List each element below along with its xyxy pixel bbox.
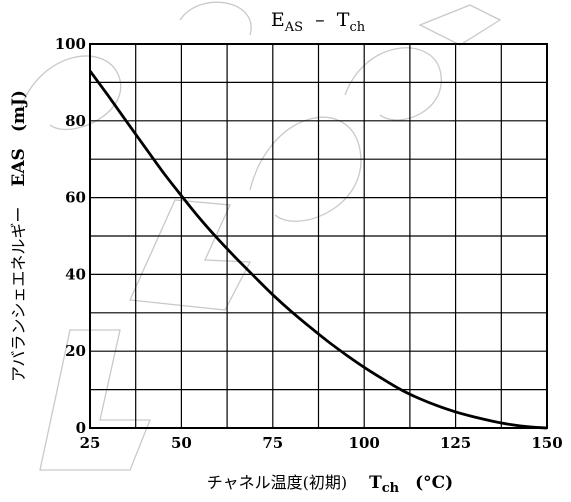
watermark-stroke-4: [344, 47, 442, 121]
y-axis-symbol: EAS: [9, 148, 29, 186]
curve-point: [253, 276, 256, 278]
watermark-stroke-2: [129, 199, 252, 311]
x-axis-label: チャネル温度(初期) Tch (°C): [207, 473, 453, 496]
x-axis-symbol: T: [369, 473, 382, 493]
watermark-stroke-1: [39, 329, 151, 471]
title-separator: –: [303, 9, 337, 31]
x-axis-symbol-sub: ch: [382, 481, 400, 496]
watermark-stroke-7: [179, 1, 252, 36]
curve-point: [546, 427, 548, 429]
eas-curve: [88, 70, 548, 430]
curve-point: [235, 257, 237, 259]
watermark-stroke-3: [249, 116, 362, 222]
curve-point: [162, 171, 164, 173]
y-axis-label: アバランシェエネルギー EAS (mJ): [9, 90, 29, 382]
x-axis-label-text: チャネル温度(初期): [207, 473, 347, 492]
curve-point: [363, 366, 365, 368]
curve-point: [528, 426, 530, 428]
curve-point: [125, 120, 128, 123]
y-tick-labels: 0 20 40 60 80 100: [55, 35, 86, 437]
title-t: T: [337, 9, 350, 31]
y-tick-label: 60: [65, 189, 86, 207]
watermark-stroke-5: [418, 4, 502, 46]
curve-point: [455, 411, 457, 413]
x-tick-label: 25: [80, 434, 101, 452]
grid: [90, 44, 547, 428]
curve-point: [436, 405, 438, 407]
plot-frame: [89, 43, 548, 429]
x-tick-label: 50: [171, 434, 192, 452]
curve-point: [308, 326, 310, 328]
curve-point: [381, 378, 384, 380]
x-tick-label: 150: [531, 434, 562, 452]
y-tick-label: 0: [76, 419, 86, 437]
curve-points: [89, 70, 548, 429]
curve-point: [107, 95, 109, 97]
curve-point: [345, 354, 347, 356]
curve-point: [199, 217, 201, 219]
y-tick-label: 100: [55, 35, 86, 53]
curve-point: [473, 416, 475, 418]
x-tick-labels: 25 50 75 100 125 150: [80, 434, 563, 452]
y-tick-label: 80: [65, 112, 86, 130]
chart-title: EAS – Tch: [271, 9, 366, 35]
x-tick-label: 75: [262, 434, 283, 452]
watermark: [19, 1, 502, 471]
y-tick-label: 20: [65, 342, 86, 360]
curve-point: [217, 238, 219, 240]
x-tick-label: 125: [440, 434, 471, 452]
curve-point: [180, 195, 182, 197]
curve-point: [418, 397, 420, 400]
curve-point: [327, 340, 329, 342]
curve-point: [290, 310, 292, 312]
curve-point: [400, 389, 402, 391]
curve-point: [509, 423, 512, 426]
curve-point: [144, 146, 146, 148]
x-axis-unit: (°C): [415, 473, 453, 493]
curve-point: [89, 70, 91, 72]
y-axis-label-text: アバランシェエネルギー: [9, 207, 28, 382]
title-e: E: [271, 9, 285, 31]
curve-point: [491, 420, 493, 422]
watermark-stroke-6: [19, 55, 122, 130]
y-tick-label: 40: [65, 265, 86, 283]
y-axis-unit: (mJ): [9, 90, 29, 132]
title-ch: ch: [349, 20, 365, 35]
curve-point: [272, 294, 274, 296]
x-tick-label: 100: [349, 434, 380, 452]
title-as: AS: [284, 20, 303, 35]
